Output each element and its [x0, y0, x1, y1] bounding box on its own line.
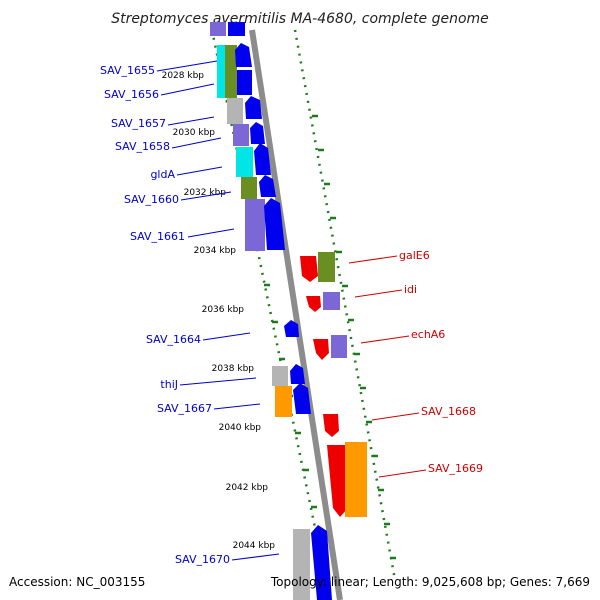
kbp-label: 2034 kbp: [194, 246, 237, 256]
gene-sav-1660[interactable]: [241, 177, 257, 199]
right-gene-labels: galE6 idi echA6 SAV_1668 SAV_1669: [399, 249, 483, 475]
gene-echa6[interactable]: [331, 335, 347, 358]
gene-label[interactable]: SAV_1657: [111, 117, 166, 130]
gene-label[interactable]: SAV_1661: [130, 230, 185, 243]
gene-arrow-1661b[interactable]: [264, 198, 285, 250]
kbp-label: 2028 kbp: [162, 71, 205, 81]
gene-block-1656b[interactable]: [237, 70, 252, 95]
kbp-label: 2038 kbp: [212, 364, 255, 374]
gene-echa6-red[interactable]: [313, 339, 329, 360]
gene-arrow-glda-b[interactable]: [254, 143, 271, 175]
map-title: Streptomyces avermitilis MA-4680, comple…: [111, 11, 489, 27]
gene-sav-1669[interactable]: [345, 442, 367, 517]
gene-block-partial-2[interactable]: [228, 22, 245, 36]
gene-label[interactable]: SAV_1656: [104, 88, 159, 101]
gene-arrow-1670b[interactable]: [311, 525, 332, 600]
gene-sav-1661[interactable]: [245, 199, 265, 251]
kbp-tick-labels: 2028 kbp 2030 kbp 2032 kbp 2034 kbp 2036…: [162, 71, 276, 551]
gene-label[interactable]: SAV_1669: [428, 462, 483, 475]
gene-sav-1655[interactable]: [217, 45, 227, 98]
gene-arrow-1657b[interactable]: [245, 96, 262, 119]
kbp-label: 2044 kbp: [233, 541, 276, 551]
gene-sav-1670[interactable]: [293, 529, 310, 600]
gene-sav-1669-red[interactable]: [327, 445, 348, 517]
gene-glda[interactable]: [236, 147, 253, 177]
gene-sav-1664[interactable]: [284, 320, 299, 337]
gene-thij[interactable]: [272, 366, 288, 386]
gene-label[interactable]: thiJ: [160, 378, 178, 391]
kbp-label: 2040 kbp: [219, 423, 262, 433]
gene-idi-red[interactable]: [306, 296, 321, 312]
left-gene-labels: SAV_1655 SAV_1656 SAV_1657 SAV_1658 gldA…: [100, 64, 230, 566]
top-partial-genes: [210, 22, 245, 36]
right-strand-genes: [300, 252, 367, 517]
gene-arrow-1660b[interactable]: [259, 175, 276, 197]
gene-idi[interactable]: [323, 292, 340, 310]
gene-arrow-1655b[interactable]: [235, 43, 252, 67]
gene-sav-1656[interactable]: [225, 45, 237, 98]
gene-label[interactable]: gldA: [150, 168, 175, 181]
gene-sav-1668[interactable]: [323, 414, 339, 437]
right-leader-lines: [348, 255, 427, 478]
left-leader-lines: [156, 60, 280, 561]
right-dotted-guide: [293, 29, 397, 581]
accession-text: Accession: NC_003155: [9, 575, 145, 589]
gene-label[interactable]: SAV_1660: [124, 193, 179, 206]
gene-label[interactable]: SAV_1667: [157, 402, 212, 415]
gene-sav-1657[interactable]: [227, 98, 243, 124]
gene-arrow-1658b[interactable]: [250, 122, 265, 144]
gene-arrow-thij-b[interactable]: [290, 364, 305, 384]
gene-sav-1667[interactable]: [275, 386, 292, 417]
left-strand-genes: [217, 43, 332, 600]
kbp-label: 2032 kbp: [184, 188, 227, 198]
gene-label[interactable]: SAV_1664: [146, 333, 201, 346]
kbp-label: 2030 kbp: [173, 128, 216, 138]
gene-arrow-1667b[interactable]: [293, 383, 311, 414]
gene-label[interactable]: echA6: [411, 328, 445, 341]
gene-gale6[interactable]: [318, 252, 335, 282]
kbp-label: 2036 kbp: [202, 305, 245, 315]
gene-label[interactable]: SAV_1670: [175, 553, 230, 566]
gene-sav-1658[interactable]: [233, 124, 249, 146]
gene-label[interactable]: SAV_1655: [100, 64, 155, 77]
gene-label[interactable]: galE6: [399, 249, 430, 262]
gene-label[interactable]: idi: [404, 283, 417, 296]
gene-label[interactable]: SAV_1658: [115, 140, 170, 153]
genome-backbone: [249, 29, 343, 600]
left-dotted-guide: [210, 29, 332, 600]
gene-block-partial-1[interactable]: [210, 22, 226, 36]
kbp-label: 2042 kbp: [226, 483, 269, 493]
gene-label[interactable]: SAV_1668: [421, 405, 476, 418]
topology-text: Topology: linear; Length: 9,025,608 bp; …: [270, 575, 590, 589]
gene-gale6-red[interactable]: [300, 256, 318, 282]
